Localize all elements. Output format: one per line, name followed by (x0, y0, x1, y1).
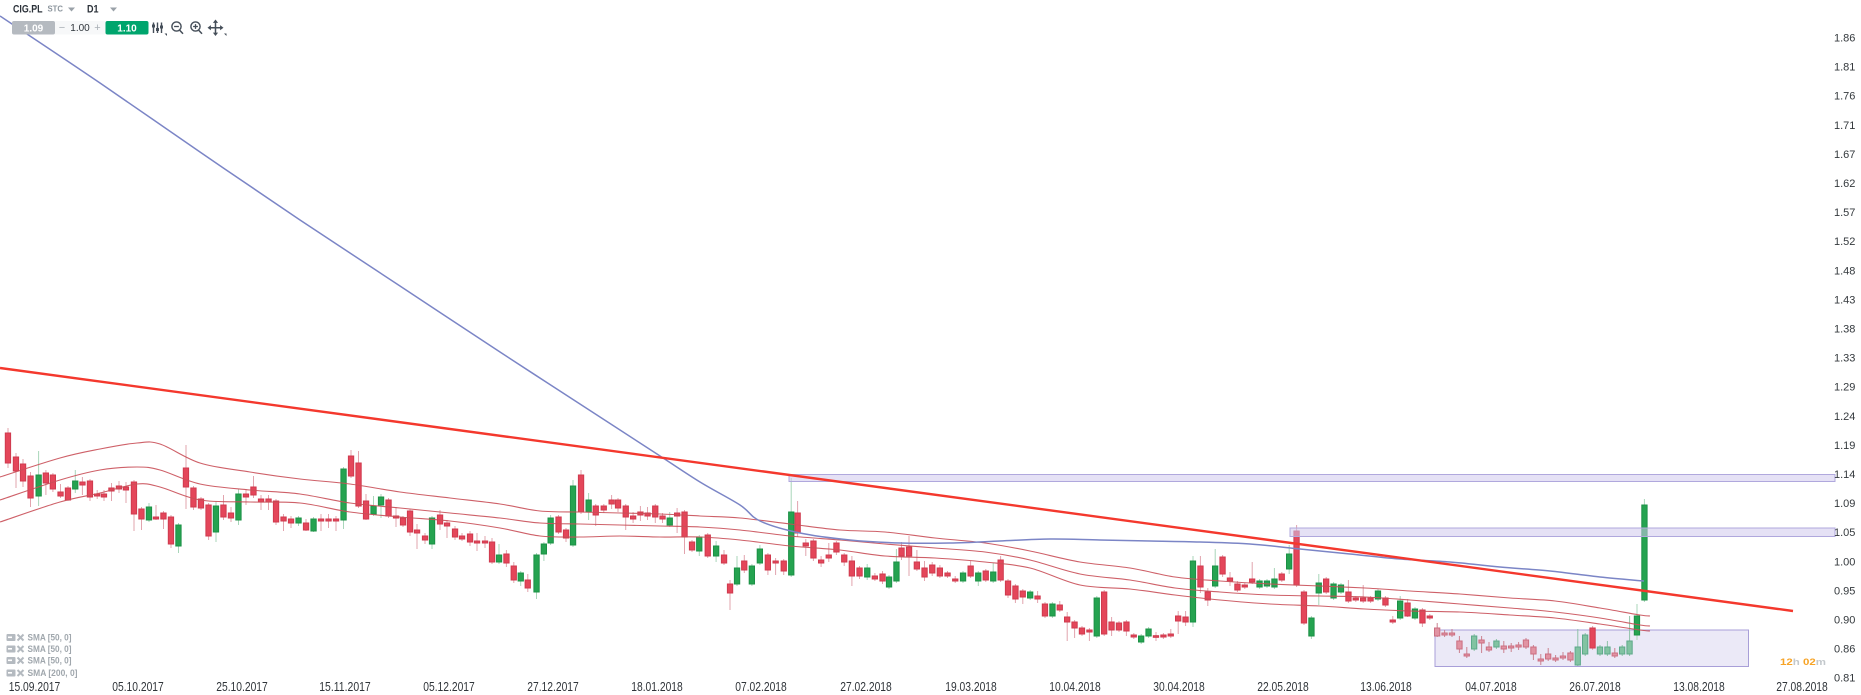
svg-text:1.48: 1.48 (1834, 265, 1855, 277)
svg-text:27.08.2018: 27.08.2018 (1776, 679, 1828, 694)
svg-text:D1: D1 (87, 4, 99, 16)
svg-text:1.19: 1.19 (1834, 440, 1855, 452)
svg-text:0.81: 0.81 (1834, 673, 1855, 685)
svg-text:+: + (94, 22, 100, 34)
svg-text:1.52: 1.52 (1834, 236, 1855, 248)
svg-text:12h 02m: 12 h 02 m (1780, 657, 1826, 668)
svg-text:26.07.2018: 26.07.2018 (1569, 679, 1621, 694)
svg-text:0.90: 0.90 (1834, 615, 1855, 627)
svg-text:1.10: 1.10 (117, 24, 137, 35)
svg-text:19.03.2018: 19.03.2018 (945, 679, 997, 694)
svg-text:1.81: 1.81 (1834, 62, 1855, 74)
svg-text:13.08.2018: 13.08.2018 (1673, 679, 1725, 694)
svg-text:STC: STC (48, 4, 64, 14)
svg-text:SMA [200, 0]: SMA [200, 0] (28, 668, 78, 678)
svg-text:1.67: 1.67 (1834, 149, 1855, 161)
svg-text:1.76: 1.76 (1834, 91, 1855, 103)
svg-text:1.57: 1.57 (1834, 207, 1855, 219)
svg-text:1.43: 1.43 (1834, 294, 1855, 306)
svg-text:13.06.2018: 13.06.2018 (1360, 679, 1412, 694)
svg-text:SMA [50, 0]: SMA [50, 0] (28, 633, 72, 643)
svg-text:1.00: 1.00 (1834, 556, 1855, 568)
svg-text:05.10.2017: 05.10.2017 (112, 679, 164, 694)
svg-text:30.04.2018: 30.04.2018 (1153, 679, 1205, 694)
svg-text:1.33: 1.33 (1834, 353, 1855, 365)
svg-text:04.07.2018: 04.07.2018 (1465, 679, 1517, 694)
svg-text:27.12.2017: 27.12.2017 (527, 679, 579, 694)
svg-text:1.62: 1.62 (1834, 178, 1855, 190)
svg-text:1.00: 1.00 (70, 23, 90, 34)
svg-text:1.05: 1.05 (1834, 527, 1855, 539)
svg-text:07.02.2018: 07.02.2018 (735, 679, 787, 694)
svg-text:SMA [50, 0]: SMA [50, 0] (28, 656, 72, 666)
svg-text:1.38: 1.38 (1834, 324, 1855, 336)
svg-text:1.86: 1.86 (1834, 33, 1855, 45)
svg-text:0.86: 0.86 (1834, 644, 1855, 656)
svg-text:1.14: 1.14 (1834, 469, 1855, 481)
svg-text:22.05.2018: 22.05.2018 (1257, 679, 1309, 694)
svg-text:15.09.2017: 15.09.2017 (9, 679, 61, 694)
svg-text:10.04.2018: 10.04.2018 (1049, 679, 1101, 694)
svg-text:SMA [50, 0]: SMA [50, 0] (28, 644, 72, 654)
svg-text:1.09: 1.09 (1834, 498, 1855, 510)
svg-text:25.10.2017: 25.10.2017 (216, 679, 268, 694)
svg-text:05.12.2017: 05.12.2017 (423, 679, 475, 694)
svg-text:15.11.2017: 15.11.2017 (319, 679, 371, 694)
svg-text:1.71: 1.71 (1834, 120, 1855, 132)
svg-text:−: − (59, 22, 65, 34)
svg-text:18.01.2018: 18.01.2018 (631, 679, 683, 694)
svg-text:0.95: 0.95 (1834, 585, 1855, 597)
svg-text:CIG.PL: CIG.PL (13, 4, 43, 16)
svg-text:27.02.2018: 27.02.2018 (840, 679, 892, 694)
svg-text:1.29: 1.29 (1834, 382, 1855, 394)
svg-text:1.24: 1.24 (1834, 411, 1855, 423)
svg-text:1.09: 1.09 (24, 24, 44, 35)
